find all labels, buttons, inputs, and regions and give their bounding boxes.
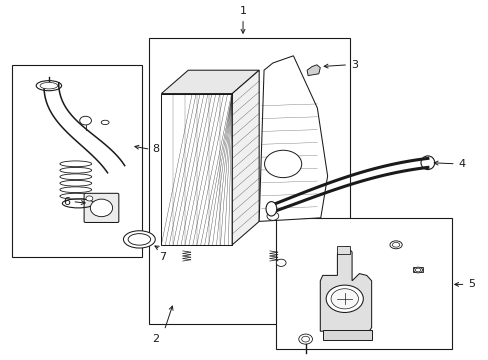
Circle shape <box>276 259 285 266</box>
Text: 4: 4 <box>458 159 465 169</box>
Ellipse shape <box>60 180 92 186</box>
Circle shape <box>86 196 93 201</box>
Ellipse shape <box>391 243 399 247</box>
Polygon shape <box>320 247 371 331</box>
Polygon shape <box>232 70 259 245</box>
Ellipse shape <box>90 199 112 217</box>
Ellipse shape <box>60 174 92 180</box>
Text: 6: 6 <box>63 197 70 207</box>
Circle shape <box>325 285 363 312</box>
Ellipse shape <box>415 268 420 272</box>
Text: 7: 7 <box>159 252 166 262</box>
Bar <box>337 246 349 254</box>
Circle shape <box>301 336 309 342</box>
Bar <box>412 267 422 272</box>
Ellipse shape <box>60 161 92 167</box>
Bar <box>12 65 142 257</box>
Polygon shape <box>306 65 320 76</box>
Text: 2: 2 <box>152 334 159 344</box>
Circle shape <box>266 212 278 220</box>
Text: 1: 1 <box>239 6 246 16</box>
Text: 8: 8 <box>152 144 160 154</box>
Polygon shape <box>259 56 327 221</box>
Text: 3: 3 <box>350 60 357 70</box>
Circle shape <box>330 289 358 309</box>
Ellipse shape <box>60 167 92 173</box>
Circle shape <box>298 334 312 344</box>
Ellipse shape <box>101 120 109 125</box>
Polygon shape <box>161 70 259 94</box>
Circle shape <box>80 116 91 125</box>
Ellipse shape <box>128 234 150 245</box>
Ellipse shape <box>389 241 401 249</box>
Circle shape <box>264 150 301 177</box>
Ellipse shape <box>60 193 92 199</box>
Ellipse shape <box>60 187 92 193</box>
Ellipse shape <box>123 231 155 248</box>
Bar <box>149 38 349 324</box>
Ellipse shape <box>40 82 58 89</box>
Ellipse shape <box>413 267 422 273</box>
Text: 5: 5 <box>467 279 474 289</box>
Bar <box>276 218 451 349</box>
FancyBboxPatch shape <box>84 193 119 222</box>
Bar <box>322 330 371 340</box>
Bar <box>161 94 232 245</box>
Ellipse shape <box>265 202 276 216</box>
